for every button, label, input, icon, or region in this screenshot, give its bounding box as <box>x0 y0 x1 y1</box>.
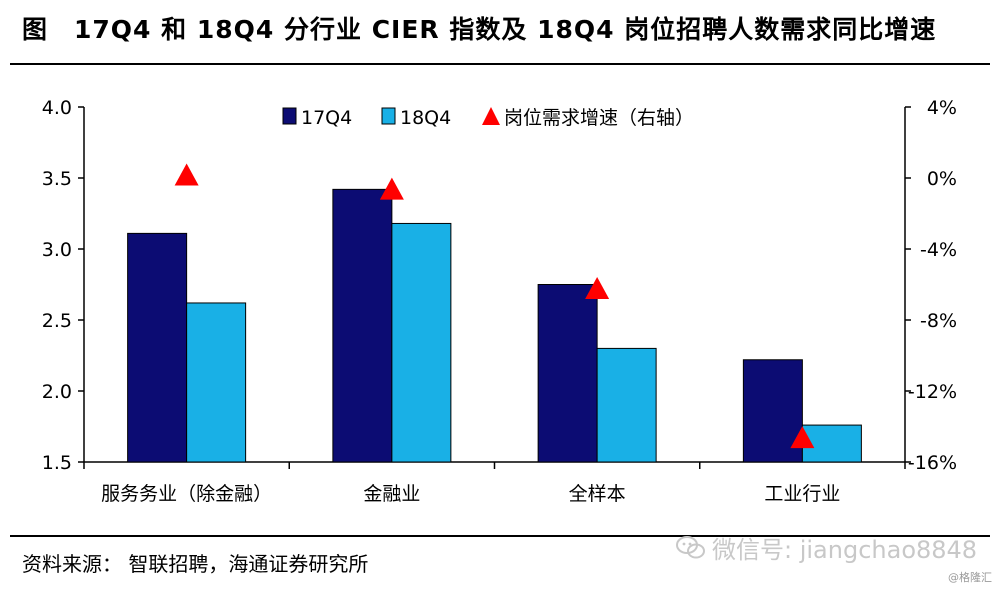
triangle-marker <box>174 163 199 186</box>
markers <box>174 163 815 449</box>
legend-swatch <box>282 107 297 125</box>
bars <box>127 188 862 463</box>
bar-17q4 <box>332 188 393 463</box>
title-text: 17Q4 和 18Q4 分行业 CIER 指数及 18Q4 岗位招聘人数需求同比… <box>74 15 937 44</box>
right-tick-label: -4% <box>920 239 957 261</box>
bar-17q4 <box>127 232 188 463</box>
legend-swatch <box>381 107 396 125</box>
right-tick-label: -16% <box>908 452 957 474</box>
right-tick-label: 4% <box>927 97 957 119</box>
legend: 17Q4 18Q4 岗位需求增速（右轴） <box>282 107 694 129</box>
left-tick-label: 3.0 <box>42 239 72 261</box>
right-tick-label: -8% <box>920 310 957 332</box>
triangle-marker <box>790 426 815 449</box>
corner-mark: @格隆汇 <box>948 571 992 584</box>
category-label: 全样本 <box>569 483 626 505</box>
figure-label: 图 <box>22 15 49 44</box>
chart-title: 图 17Q4 和 18Q4 分行业 CIER 指数及 18Q4 岗位招聘人数需求同… <box>22 10 936 46</box>
bar-18q4 <box>391 222 452 463</box>
left-tick-label: 1.5 <box>42 452 72 474</box>
wechat-icon <box>676 535 705 558</box>
source-note: 资料来源： 智联招聘，海通证券研究所 <box>22 552 369 576</box>
legend-label: 18Q4 <box>400 107 451 129</box>
bar-17q4 <box>537 284 598 463</box>
category-label: 工业行业 <box>764 483 840 505</box>
axes: 1.5 2.0 2.5 3.0 3.5 4.0 -16% -12% -8% -4% 0% 4% 服务务业… <box>42 97 957 505</box>
left-tick-label: 2.5 <box>42 310 72 332</box>
right-tick-label: 0% <box>927 168 957 190</box>
bar-18q4 <box>596 347 657 463</box>
category-label: 服务务业（除金融） <box>101 483 272 505</box>
category-label: 金融业 <box>363 483 420 505</box>
legend-label: 岗位需求增速（右轴） <box>504 107 694 129</box>
triangle-marker <box>585 277 610 300</box>
triangle-marker <box>379 177 404 200</box>
right-tick-label: -12% <box>908 381 957 403</box>
left-tick-label: 4.0 <box>42 97 72 119</box>
watermark: 微信号: jiangchao8848 <box>676 530 977 565</box>
legend-label: 17Q4 <box>301 107 352 129</box>
left-tick-label: 2.0 <box>42 381 72 403</box>
top-rule <box>10 63 990 65</box>
bottom-rule <box>10 535 990 537</box>
watermark-text: 微信号: jiangchao8848 <box>712 536 978 564</box>
left-tick-label: 3.5 <box>42 168 72 190</box>
bar-18q4 <box>801 424 862 463</box>
bar-18q4 <box>186 302 247 463</box>
legend-swatch-triangle <box>482 107 500 125</box>
